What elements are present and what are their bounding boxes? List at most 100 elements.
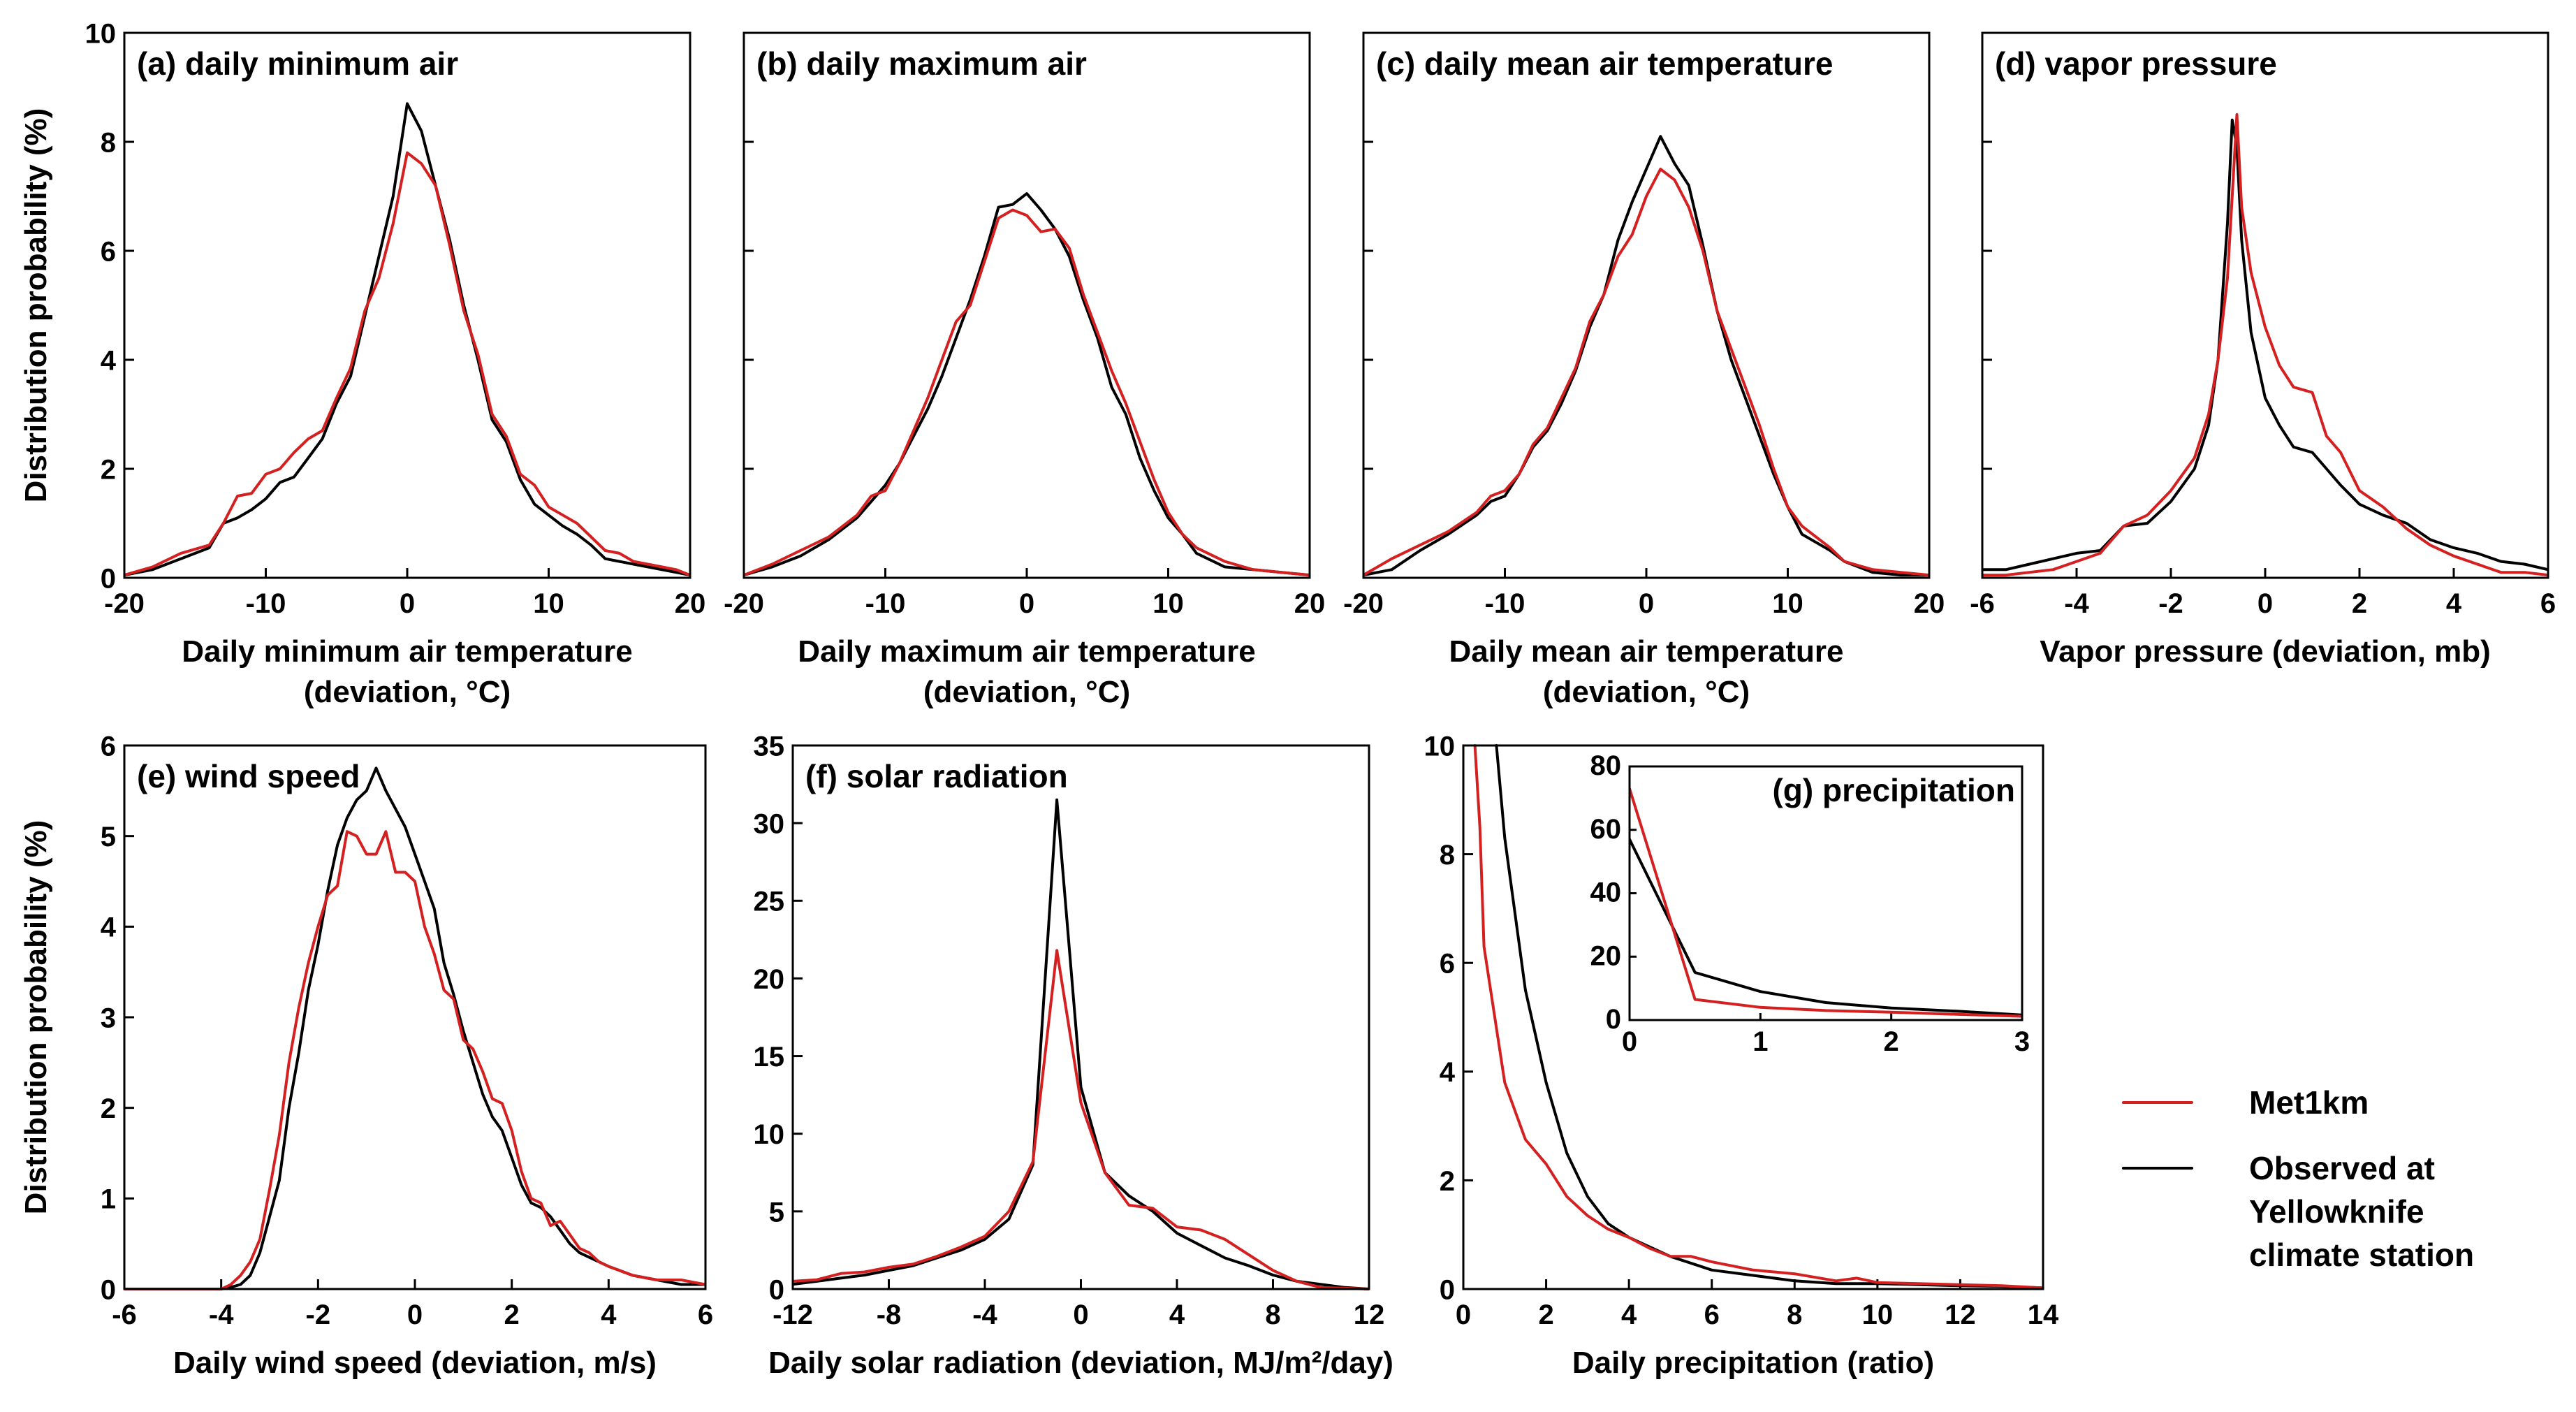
x-tick-label: 0 (407, 1300, 423, 1330)
series-line-observed (1630, 838, 2022, 1017)
panel-b: -20 -10 0 10 20 (b) daily maximum air Daily ma… (724, 31, 1326, 709)
legend-label-observed-line2: Yellowknife (2249, 1193, 2424, 1230)
x-tick-label: 4 (1169, 1300, 1185, 1330)
x-tick-label: -4 (209, 1300, 234, 1330)
y-tick-label: 80 (1590, 750, 1622, 781)
series-line-observed (744, 192, 1310, 577)
plot-frame (1462, 744, 2044, 1290)
series-line-met1km (1982, 113, 2548, 577)
series-group-g-inset (1630, 787, 2022, 1018)
x-tick-label: 2 (1538, 1300, 1553, 1330)
inset-background (1630, 766, 2022, 1020)
x-tick-label: 6 (2540, 588, 2556, 619)
x-tick-label: -8 (877, 1300, 902, 1330)
panel-title: (e) wind speed (137, 758, 360, 794)
x-tick-label: 2 (1884, 1026, 1899, 1057)
x-tick-label: 4 (1621, 1300, 1637, 1330)
y-tick-label: 0 (1440, 1274, 1455, 1305)
y-axis-label: Distribution probability (%) (19, 108, 53, 503)
x-axis-label: Daily mean air temperature (1449, 634, 1844, 669)
y-tick-label: 25 (754, 887, 785, 917)
x-tick-label: 10 (1772, 588, 1803, 619)
series-line-met1km (124, 830, 705, 1290)
x-tick-label: 1 (1752, 1026, 1768, 1057)
series-line-met1km (744, 208, 1310, 577)
x-axis-label: Daily maximum air temperature (798, 634, 1255, 669)
y-tick-label: 10 (754, 1119, 785, 1150)
x-tick-label: -2 (2158, 588, 2183, 619)
plot-frame (1981, 31, 2549, 579)
panel-title: (f) solar radiation (805, 758, 1068, 794)
panel-title: (b) daily maximum air (756, 45, 1087, 82)
y-tick-label: 6 (1440, 949, 1455, 980)
x-tick-label: -20 (724, 588, 764, 619)
legend: Met1km Observed at Yellowknife climate s… (2122, 1084, 2474, 1273)
y-tick-label: 1 (101, 1184, 116, 1215)
y-tick-label: 4 (101, 345, 117, 376)
panel-e: -6 -4 -2 0 2 4 6 0 1 2 3 4 5 6 (e) wind speed Daily win… (19, 731, 713, 1380)
x-tick-label: -6 (112, 1300, 137, 1330)
x-tick-label: 6 (1704, 1300, 1720, 1330)
x-tick-label: -10 (1485, 588, 1525, 619)
x-axis-label: Daily precipitation (ratio) (1572, 1346, 1934, 1380)
series-line-met1km (793, 949, 1369, 1290)
x-axis-label: Daily minimum air temperature (182, 634, 633, 669)
series-group-b (744, 192, 1310, 577)
x-tick-label: -2 (306, 1300, 331, 1330)
y-tick-label: 3 (101, 1003, 116, 1033)
x-tick-label: -10 (246, 588, 286, 619)
x-tick-label: 10 (533, 588, 564, 619)
x-tick-label: 10 (1152, 588, 1184, 619)
x-tick-label: 0 (2257, 588, 2273, 619)
x-tick-label: 3 (2014, 1026, 2030, 1057)
x-axis-label: (deviation, °C) (923, 675, 1130, 709)
y-tick-label: 0 (101, 563, 116, 594)
y-tick-label: 2 (1440, 1166, 1455, 1197)
panel-title: (g) precipitation (1772, 772, 2015, 808)
x-tick-label: 0 (1639, 588, 1654, 619)
series-line-met1km (1363, 168, 1929, 577)
y-tick-label: 10 (85, 18, 117, 49)
series-group-a (124, 102, 690, 577)
y-axis-label: Distribution probability (%) (19, 820, 53, 1215)
y-tick-label: 4 (1440, 1057, 1456, 1088)
x-tick-label: 0 (1019, 588, 1034, 619)
series-line-observed (1363, 135, 1929, 577)
panel-g-inset: 0 1 2 3 0 20 40 60 80 (g) precipitation (1590, 750, 2030, 1057)
series-group-d (1982, 113, 2548, 577)
y-tick-label: 40 (1590, 878, 1622, 908)
x-tick-label: 12 (1945, 1300, 1976, 1330)
y-tick-label: 20 (1590, 940, 1622, 971)
series-group-e (124, 766, 705, 1290)
panel-c: -20 -10 0 10 20 (c) daily mean air temperatur… (1343, 31, 1945, 709)
x-tick-label: -20 (1343, 588, 1384, 619)
x-tick-label: 20 (675, 588, 706, 619)
x-axis-label: Daily solar radiation (deviation, MJ/m²/… (768, 1346, 1393, 1380)
y-tick-label: 6 (101, 731, 116, 762)
panel-title: (d) vapor pressure (1995, 45, 2277, 82)
x-tick-label: -12 (773, 1300, 813, 1330)
plot-frame (791, 744, 1370, 1290)
x-tick-label: 6 (698, 1300, 713, 1330)
series-line-observed (124, 102, 690, 577)
x-tick-label: 0 (1073, 1300, 1088, 1330)
y-tick-label: 30 (754, 809, 785, 840)
y-tick-label: 60 (1590, 814, 1622, 845)
x-tick-label: 4 (2446, 588, 2462, 619)
series-group-g (1473, 744, 2043, 1290)
panel-d: -6 -4 -2 0 2 4 6 (d) vapor pressure Vapor pressu… (1970, 31, 2556, 669)
x-tick-label: 10 (1862, 1300, 1894, 1330)
y-tick-label: 35 (754, 731, 785, 762)
x-tick-label: -6 (1970, 588, 1995, 619)
x-tick-label: 20 (1294, 588, 1326, 619)
series-group-c (1363, 135, 1929, 577)
legend-label-observed-line1: Observed at (2249, 1150, 2435, 1186)
y-tick-label: 8 (1440, 840, 1455, 871)
y-tick-label: 5 (769, 1197, 784, 1228)
panel-title: (c) daily mean air temperature (1376, 45, 1833, 82)
y-tick-label: 0 (1606, 1004, 1621, 1035)
x-tick-label: 2 (2352, 588, 2367, 619)
